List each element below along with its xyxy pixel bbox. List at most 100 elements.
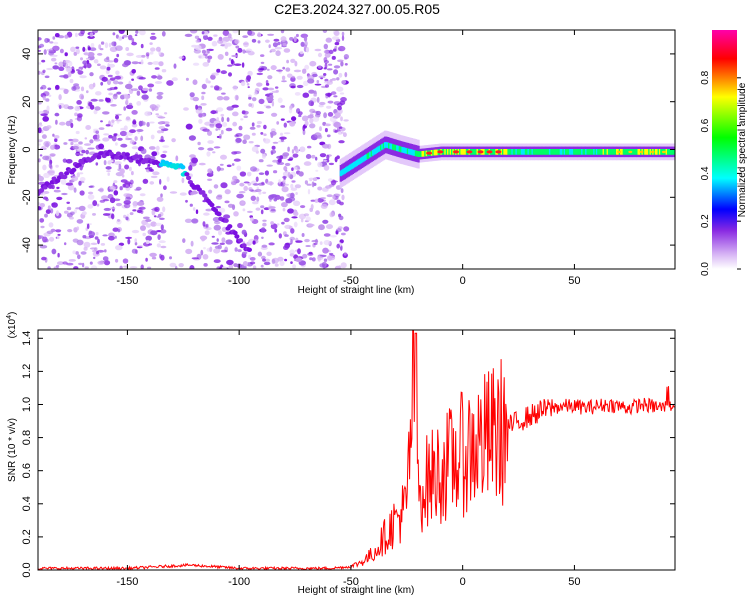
noise-speckle xyxy=(142,216,150,220)
noise-speckle xyxy=(328,63,333,66)
noise-speckle xyxy=(221,266,227,269)
noise-speckle xyxy=(213,248,221,254)
band-core xyxy=(612,149,615,155)
noise-speckle xyxy=(132,205,137,208)
noise-speckle xyxy=(78,180,82,186)
noise-speckle xyxy=(341,31,345,36)
noise-speckle xyxy=(179,192,187,196)
noise-speckle xyxy=(116,91,122,95)
noise-speckle xyxy=(65,182,74,186)
noise-speckle xyxy=(283,122,287,128)
noise-speckle xyxy=(222,122,228,127)
noise-speckle xyxy=(311,154,316,159)
noise-speckle xyxy=(341,232,346,236)
band-core xyxy=(644,149,647,155)
noise-speckle xyxy=(47,205,51,210)
noise-speckle xyxy=(149,121,155,124)
noise-speckle xyxy=(73,266,79,269)
noise-speckle xyxy=(38,175,44,182)
noise-speckle xyxy=(39,43,45,48)
noise-speckle xyxy=(317,52,323,58)
noise-speckle xyxy=(56,186,60,190)
noise-speckle xyxy=(298,114,302,118)
noise-speckle xyxy=(157,116,166,119)
noise-speckle xyxy=(192,207,196,211)
noise-speckle xyxy=(231,60,235,66)
noise-speckle xyxy=(99,187,104,193)
noise-speckle xyxy=(208,189,213,194)
noise-speckle xyxy=(344,63,348,66)
band-core xyxy=(645,149,648,155)
band-core xyxy=(536,149,540,155)
noise-speckle xyxy=(87,204,94,209)
noise-speckle xyxy=(191,257,199,260)
noise-speckle xyxy=(318,224,325,231)
noise-speckle xyxy=(281,75,286,81)
noise-speckle xyxy=(162,150,168,154)
noise-speckle xyxy=(39,244,48,249)
noise-speckle xyxy=(54,33,60,38)
noise-speckle xyxy=(97,238,100,245)
band-core xyxy=(543,149,546,155)
ridge-mark xyxy=(237,238,244,243)
noise-speckle xyxy=(125,83,133,90)
band-core xyxy=(535,149,538,155)
noise-speckle xyxy=(298,171,304,177)
band-core xyxy=(583,149,586,155)
band-core xyxy=(363,155,367,161)
noise-speckle xyxy=(89,139,94,144)
noise-speckle xyxy=(94,236,99,240)
band-core xyxy=(349,164,352,171)
noise-speckle xyxy=(317,197,324,203)
noise-speckle xyxy=(100,120,103,123)
band-core xyxy=(357,159,360,165)
noise-speckle xyxy=(245,48,253,54)
band-core xyxy=(632,149,635,155)
band-core xyxy=(512,149,515,155)
band-core xyxy=(585,149,588,155)
noise-speckle xyxy=(279,136,287,140)
noise-speckle xyxy=(46,230,54,234)
noise-speckle xyxy=(247,86,250,89)
noise-speckle xyxy=(128,102,133,107)
noise-speckle xyxy=(131,38,135,43)
noise-speckle xyxy=(156,130,162,134)
band-core xyxy=(394,145,397,151)
noise-speckle xyxy=(160,224,164,231)
noise-speckle xyxy=(132,119,136,125)
noise-speckle xyxy=(98,44,102,50)
noise-speckle xyxy=(195,108,203,114)
noise-speckle xyxy=(325,185,332,189)
band-core xyxy=(550,149,553,155)
noise-speckle xyxy=(190,30,198,34)
band-core xyxy=(389,143,392,150)
noise-speckle xyxy=(266,251,272,256)
noise-speckle xyxy=(178,56,185,60)
noise-speckle xyxy=(142,178,149,184)
noise-speckle xyxy=(290,261,293,264)
noise-speckle xyxy=(140,264,144,269)
noise-speckle xyxy=(237,47,243,53)
noise-speckle xyxy=(216,117,219,121)
band-core xyxy=(346,166,349,172)
noise-speckle xyxy=(287,171,291,178)
noise-speckle xyxy=(96,203,100,207)
noise-speckle xyxy=(264,170,269,176)
noise-speckle xyxy=(147,83,155,88)
noise-speckle xyxy=(63,74,69,79)
noise-speckle xyxy=(38,127,42,134)
band-core xyxy=(351,162,354,169)
ridge-mark xyxy=(96,155,102,160)
noise-speckle xyxy=(222,36,230,42)
noise-speckle xyxy=(38,202,41,205)
noise-speckle xyxy=(92,82,96,88)
noise-speckle xyxy=(81,149,86,154)
noise-speckle xyxy=(80,251,87,255)
band-core xyxy=(667,149,670,155)
noise-speckle xyxy=(45,155,52,161)
noise-speckle xyxy=(305,46,310,53)
noise-speckle xyxy=(99,65,107,70)
band-core xyxy=(417,151,420,157)
band-peak xyxy=(495,150,502,154)
noise-speckle xyxy=(249,217,254,222)
